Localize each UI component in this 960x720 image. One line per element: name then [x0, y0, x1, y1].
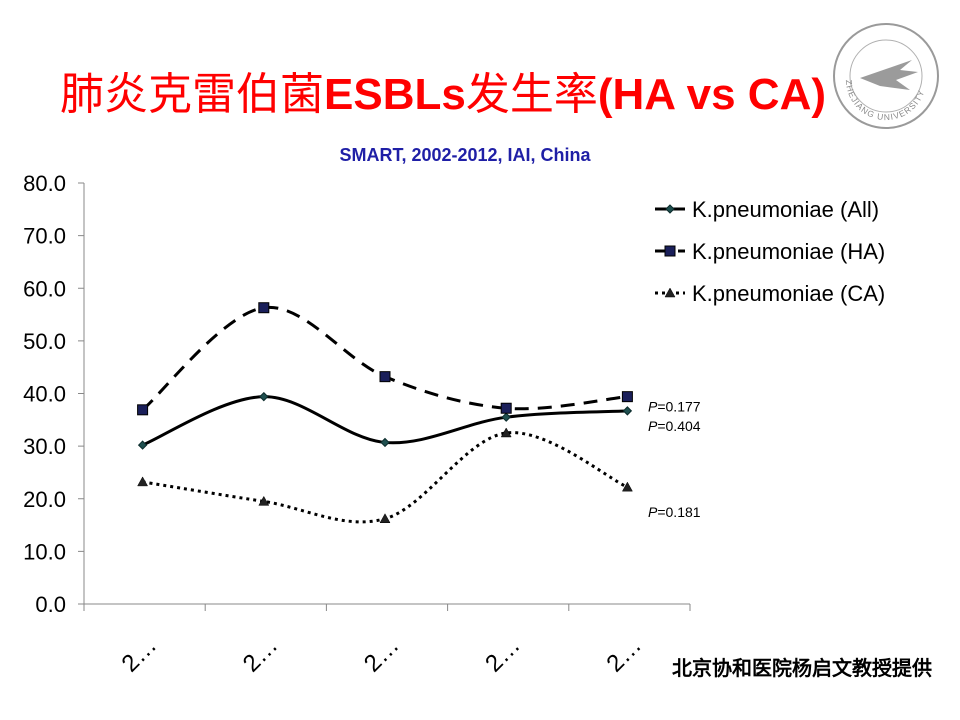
data-point	[380, 437, 390, 448]
p-value-annotation: P=0.177	[648, 399, 701, 415]
data-point	[621, 481, 633, 492]
y-tick-label: 40.0	[23, 382, 66, 407]
chart-axes: 0.0 10.0 20.0 30.0 40.0 50.0 60.0 70.0 80.0 2… 2… 2…	[23, 171, 691, 678]
data-point	[501, 412, 511, 422]
data-point	[500, 402, 512, 414]
y-tick-label: 20.0	[23, 487, 66, 512]
data-point	[137, 440, 148, 450]
y-tick-label: 70.0	[23, 224, 66, 249]
legend-swatch-marker	[664, 287, 676, 298]
chart-subtitle: SMART, 2002-2012, IAI, China	[339, 145, 591, 165]
y-tick-label: 10.0	[23, 539, 66, 564]
y-tick-label: 80.0	[23, 171, 66, 196]
title-part-latin-2: (HA vs CA)	[597, 70, 826, 119]
series-line	[142, 395, 628, 447]
legend-item: K.pneumoniae (All)	[655, 197, 879, 222]
title-part-cjk-2: 发生率	[465, 69, 598, 120]
data-point	[137, 476, 149, 487]
legend-item: K.pneumoniae (HA)	[655, 239, 885, 264]
data-point	[379, 513, 391, 523]
x-tick-label: 2…	[238, 632, 284, 678]
data-point	[379, 371, 391, 383]
legend-label: K.pneumoniae (All)	[692, 197, 879, 222]
y-tick-label: 0.0	[35, 592, 66, 617]
legend-item: K.pneumoniae (CA)	[655, 281, 885, 306]
data-point	[259, 391, 269, 402]
data-point	[622, 406, 633, 416]
series-2	[137, 427, 633, 524]
legend-label: K.pneumoniae (CA)	[692, 281, 885, 306]
data-point	[258, 495, 270, 506]
data-point	[621, 391, 633, 403]
p-value-annotation: P=0.404	[648, 418, 701, 434]
series-line	[142, 431, 629, 524]
series-line	[141, 306, 628, 411]
legend-swatch-marker	[664, 245, 676, 257]
title-part-latin-1: ESBLs	[324, 70, 466, 119]
credit-text: 北京协和医院杨启文教授提供	[672, 656, 932, 680]
series-0	[137, 391, 633, 450]
university-logo: ZHEJIANG UNIVERSITY	[833, 23, 939, 129]
legend-swatch-marker	[665, 204, 675, 214]
x-tick-label: 2…	[359, 632, 405, 678]
y-tick-label: 50.0	[23, 329, 66, 354]
x-tick-label: 2…	[117, 632, 163, 678]
x-tick-label: 2…	[601, 632, 647, 678]
p-value-annotation: P=0.181	[648, 504, 701, 520]
legend-label: K.pneumoniae (HA)	[692, 239, 885, 264]
y-tick-label: 30.0	[23, 434, 66, 459]
y-tick-label: 60.0	[23, 276, 66, 301]
chart-annotations: P=0.177 P=0.404 P=0.181	[648, 399, 701, 520]
data-point	[500, 427, 512, 438]
data-point	[258, 302, 270, 314]
chart-legend: K.pneumoniae (All) K.pneumoniae (HA) K.pne…	[655, 197, 885, 306]
slide-title: 肺炎克雷伯菌ESBLs发生率(HA vs CA)	[60, 58, 826, 122]
data-point	[137, 404, 149, 416]
series-layer	[137, 302, 633, 524]
series-1	[137, 302, 633, 416]
x-tick-label: 2…	[480, 632, 526, 678]
title-part-cjk-1: 肺炎克雷伯菌	[60, 69, 324, 120]
